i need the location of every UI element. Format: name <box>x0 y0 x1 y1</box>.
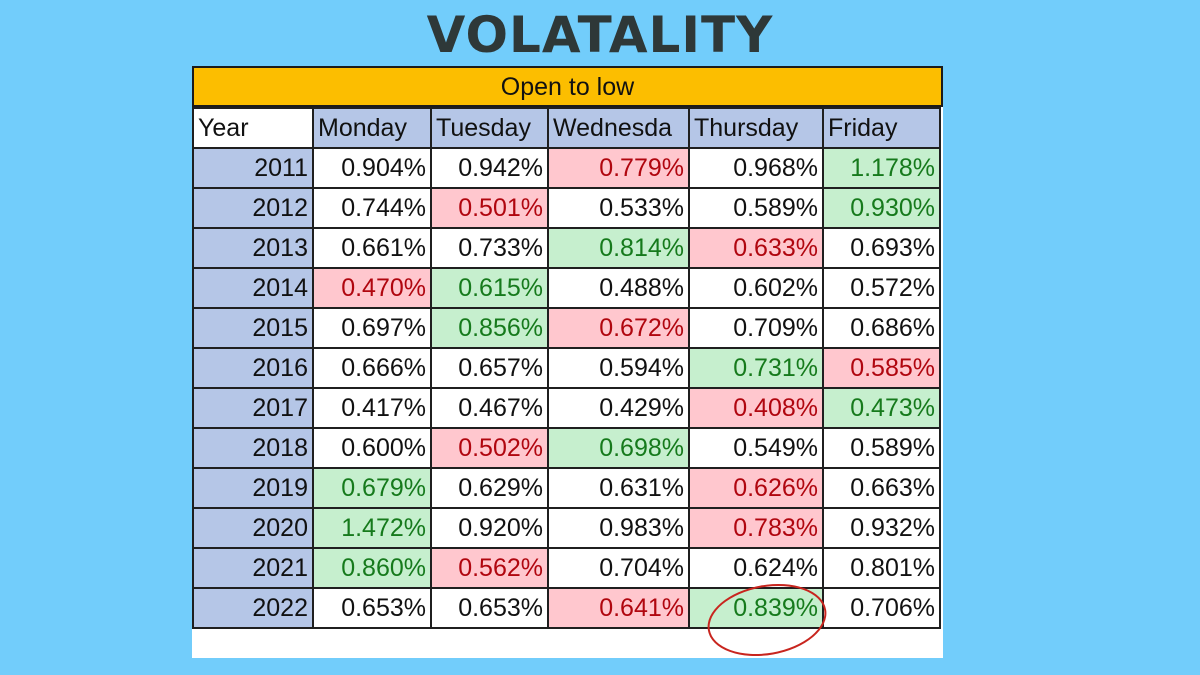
year-cell: 2019 <box>192 467 314 509</box>
value-cell: 0.686% <box>822 307 941 349</box>
value-cell: 0.904% <box>312 147 432 189</box>
table-row: 2016 0.666% 0.657% 0.594% 0.731% 0.585% <box>192 347 941 389</box>
table-row: 2022 0.653% 0.653% 0.641% 0.839% 0.706% <box>192 587 941 629</box>
value-cell: 0.602% <box>688 267 824 309</box>
table-row: 2021 0.860% 0.562% 0.704% 0.624% 0.801% <box>192 547 941 589</box>
column-header-thursday: Thursday <box>688 107 824 149</box>
year-cell: 2012 <box>192 187 314 229</box>
value-cell: 0.408% <box>688 387 824 429</box>
value-cell: 0.653% <box>312 587 432 629</box>
value-cell: 0.657% <box>430 347 549 389</box>
value-cell: 0.856% <box>430 307 549 349</box>
value-cell: 0.600% <box>312 427 432 469</box>
table-row: 2015 0.697% 0.856% 0.672% 0.709% 0.686% <box>192 307 941 349</box>
value-cell: 0.704% <box>547 547 690 589</box>
value-cell: 0.488% <box>547 267 690 309</box>
value-cell: 0.589% <box>822 427 941 469</box>
value-cell: 0.744% <box>312 187 432 229</box>
value-cell: 0.631% <box>547 467 690 509</box>
header-row: Year Monday Tuesday Wednesda Thursday Fr… <box>192 107 941 149</box>
value-cell: 0.585% <box>822 347 941 389</box>
value-cell: 0.693% <box>822 227 941 269</box>
year-cell: 2020 <box>192 507 314 549</box>
column-header-monday: Monday <box>312 107 432 149</box>
value-cell: 0.641% <box>547 587 690 629</box>
value-cell: 0.467% <box>430 387 549 429</box>
value-cell: 0.473% <box>822 387 941 429</box>
year-cell: 2011 <box>192 147 314 189</box>
table-row: 2020 1.472% 0.920% 0.983% 0.783% 0.932% <box>192 507 941 549</box>
value-cell: 0.589% <box>688 187 824 229</box>
value-cell: 0.679% <box>312 467 432 509</box>
value-cell: 0.731% <box>688 347 824 389</box>
column-header-year: Year <box>192 107 314 149</box>
year-cell: 2022 <box>192 587 314 629</box>
value-cell: 0.502% <box>430 427 549 469</box>
value-cell: 0.562% <box>430 547 549 589</box>
table-row: 2017 0.417% 0.467% 0.429% 0.408% 0.473% <box>192 387 941 429</box>
value-cell: 0.624% <box>688 547 824 589</box>
value-cell: 0.839% <box>688 587 824 629</box>
value-cell: 0.470% <box>312 267 432 309</box>
value-cell: 1.472% <box>312 507 432 549</box>
value-cell: 0.429% <box>547 387 690 429</box>
year-cell: 2014 <box>192 267 314 309</box>
value-cell: 0.615% <box>430 267 549 309</box>
value-cell: 0.709% <box>688 307 824 349</box>
year-cell: 2013 <box>192 227 314 269</box>
value-cell: 0.779% <box>547 147 690 189</box>
year-cell: 2021 <box>192 547 314 589</box>
value-cell: 0.572% <box>822 267 941 309</box>
volatility-table: Open to low Year Monday Tuesday Wednesda… <box>192 66 943 658</box>
value-cell: 0.698% <box>547 427 690 469</box>
column-header-wednesday: Wednesda <box>547 107 690 149</box>
value-cell: 0.417% <box>312 387 432 429</box>
column-header-friday: Friday <box>822 107 941 149</box>
value-cell: 0.930% <box>822 187 941 229</box>
value-cell: 0.706% <box>822 587 941 629</box>
value-cell: 0.629% <box>430 467 549 509</box>
value-cell: 0.968% <box>688 147 824 189</box>
value-cell: 0.594% <box>547 347 690 389</box>
value-cell: 0.801% <box>822 547 941 589</box>
year-cell: 2017 <box>192 387 314 429</box>
table-row: 2019 0.679% 0.629% 0.631% 0.626% 0.663% <box>192 467 941 509</box>
table-row: 2012 0.744% 0.501% 0.533% 0.589% 0.930% <box>192 187 941 229</box>
table-row: 2014 0.470% 0.615% 0.488% 0.602% 0.572% <box>192 267 941 309</box>
value-cell: 0.501% <box>430 187 549 229</box>
table-banner: Open to low <box>192 66 943 107</box>
value-cell: 0.860% <box>312 547 432 589</box>
data-grid: Year Monday Tuesday Wednesda Thursday Fr… <box>192 107 941 629</box>
value-cell: 0.653% <box>430 587 549 629</box>
value-cell: 0.661% <box>312 227 432 269</box>
value-cell: 0.942% <box>430 147 549 189</box>
value-cell: 0.533% <box>547 187 690 229</box>
value-cell: 0.920% <box>430 507 549 549</box>
value-cell: 0.733% <box>430 227 549 269</box>
year-cell: 2016 <box>192 347 314 389</box>
value-cell: 0.666% <box>312 347 432 389</box>
value-cell: 0.983% <box>547 507 690 549</box>
value-cell: 1.178% <box>822 147 941 189</box>
table-row: 2011 0.904% 0.942% 0.779% 0.968% 1.178% <box>192 147 941 189</box>
value-cell: 0.814% <box>547 227 690 269</box>
value-cell: 0.697% <box>312 307 432 349</box>
column-header-tuesday: Tuesday <box>430 107 549 149</box>
year-cell: 2018 <box>192 427 314 469</box>
value-cell: 0.633% <box>688 227 824 269</box>
value-cell: 0.663% <box>822 467 941 509</box>
value-cell: 0.549% <box>688 427 824 469</box>
table-row: 2013 0.661% 0.733% 0.814% 0.633% 0.693% <box>192 227 941 269</box>
value-cell: 0.626% <box>688 467 824 509</box>
value-cell: 0.783% <box>688 507 824 549</box>
value-cell: 0.932% <box>822 507 941 549</box>
year-cell: 2015 <box>192 307 314 349</box>
table-row: 2018 0.600% 0.502% 0.698% 0.549% 0.589% <box>192 427 941 469</box>
value-cell: 0.672% <box>547 307 690 349</box>
page-title: VOLATALITY <box>426 6 774 64</box>
